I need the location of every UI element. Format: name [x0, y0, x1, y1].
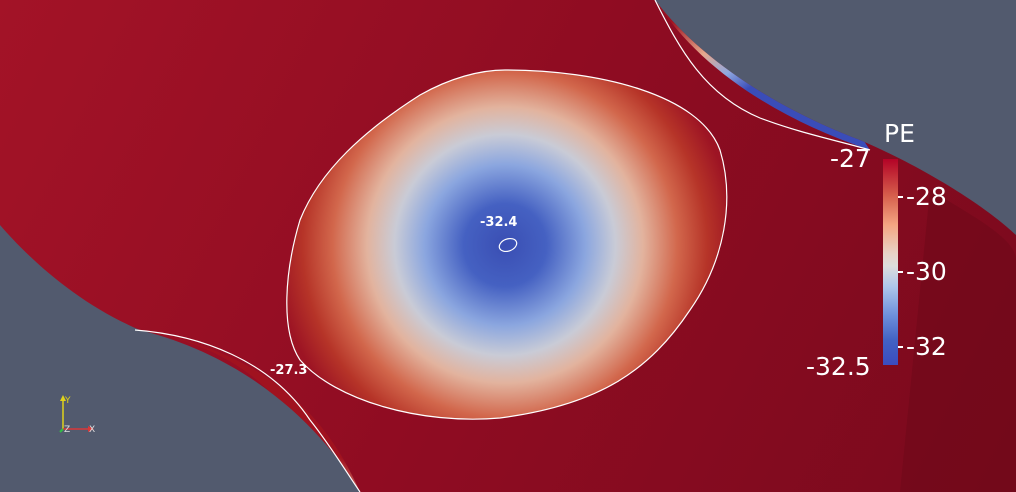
legend-tick [898, 271, 903, 273]
legend-tick [898, 196, 903, 198]
legend-tick-label: -32 [906, 332, 947, 361]
y-axis-label: Y [64, 396, 71, 406]
contour-lines [134, 0, 871, 492]
legend-title: PE [884, 119, 915, 148]
z-axis-label: Z [64, 425, 70, 435]
contour-top-right [654, 0, 871, 151]
orientation-axes-widget: Y X Z [59, 395, 95, 435]
potential-well [286, 70, 727, 420]
legend-tick [898, 346, 903, 348]
contour-bottom-left [134, 329, 361, 492]
x-axis-arrow [88, 426, 94, 432]
legend-min-label: -32.5 [806, 352, 871, 381]
legend-tick-label: -30 [906, 257, 947, 286]
contour-outer [286, 69, 728, 420]
y-axis-arrow [60, 395, 66, 401]
contour-label-outer: -27.3 [270, 363, 307, 378]
legend-color-bar [883, 159, 898, 365]
contour-label-center: -32.4 [480, 215, 517, 230]
x-axis-label: X [89, 425, 95, 435]
z-axis-line [59, 428, 64, 433]
legend-tick-label: -28 [906, 182, 947, 211]
legend-max-label: -27 [830, 144, 871, 173]
contour-center [498, 237, 518, 253]
